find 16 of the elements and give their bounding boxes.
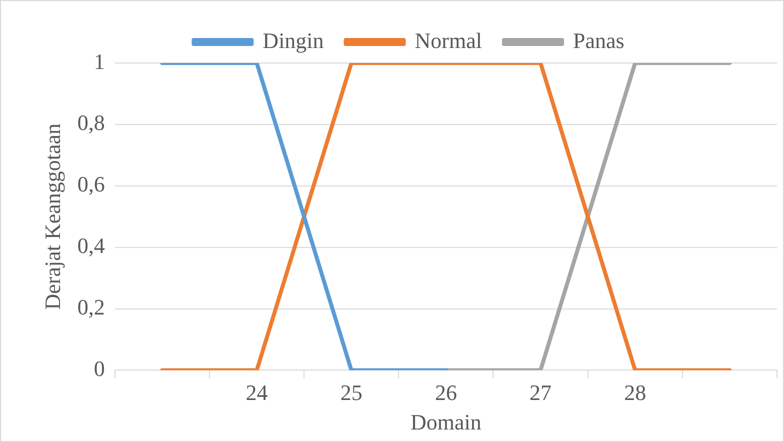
- legend-label: Dingin: [262, 28, 324, 53]
- x-tick-label: 26: [434, 380, 457, 406]
- y-tick-label: 1: [94, 48, 105, 74]
- x-tick-label: 25: [340, 380, 362, 406]
- legend-label: Panas: [572, 28, 624, 53]
- x-tick-label: 28: [624, 380, 646, 406]
- y-tick-label: 0,4: [77, 233, 105, 258]
- y-tick-label: 0,6: [77, 172, 105, 197]
- y-tick-label: 0: [94, 356, 105, 381]
- x-tick-label: 24: [246, 380, 268, 406]
- y-tick-label: 0,8: [77, 110, 105, 136]
- x-tick-label: 27: [530, 380, 552, 406]
- x-axis-title: Domain: [410, 410, 482, 435]
- legend-label: Normal: [414, 28, 482, 53]
- y-tick-label: 0,2: [77, 294, 105, 320]
- y-axis-title: Derajat Keanggotaan: [40, 123, 65, 310]
